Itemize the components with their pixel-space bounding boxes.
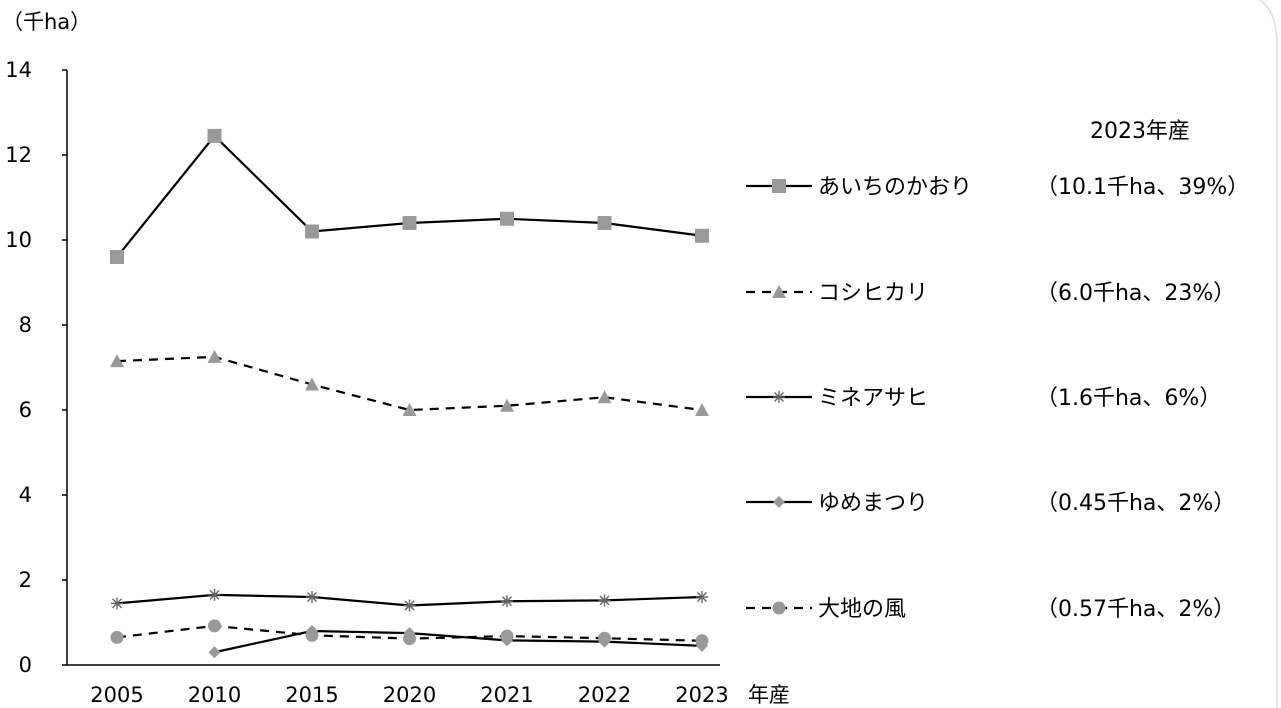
y-tick-label: 8 [19,313,32,337]
x-tick-label: 2022 [578,683,631,707]
data-point [305,224,319,239]
series-layer [110,128,709,659]
legend-label: コシヒカリ [818,281,928,306]
data-point [500,398,514,412]
data-point [695,228,709,243]
axes: 0 2 4 6 8 10 12 14 （千ha） 2005 2010 2015 2020 2021 2022… [2,10,790,707]
data-point [306,591,318,603]
data-point [501,595,513,608]
y-tick-label: 14 [5,58,32,82]
y-tick-label: 6 [19,398,32,422]
y-tick-label: 10 [5,228,32,252]
series-line [214,629,703,654]
series-line [116,355,703,412]
y-tick-label: 2 [19,568,32,592]
legend-header: 2023年産 [1090,119,1190,144]
data-point [208,646,221,659]
x-tick-label: 2021 [480,683,533,707]
data-point [208,588,221,601]
data-point [111,597,123,610]
legend-item: あいちのかおり （10.1千ha、39%） [746,175,1249,200]
data-point [208,619,221,633]
y-tick-label: 12 [5,143,32,167]
y-tick-label: 4 [19,483,32,507]
legend-note: （0.57千ha、2%） [1036,597,1235,622]
data-point [403,599,416,612]
legend-marker [772,285,786,298]
x-tick-label: 2005 [90,683,143,707]
legend-label: 大地の風 [818,597,906,622]
data-point [696,591,708,603]
legend-marker [772,179,786,193]
legend-marker [773,496,785,508]
data-point [110,630,124,644]
legend-note: （1.6千ha、6%） [1036,386,1221,411]
series-line [116,134,703,258]
data-point [402,216,417,230]
legend-marker [772,601,786,615]
x-unit-label: 年産 [748,683,790,707]
legend-label: ミネアサヒ [818,386,928,411]
legend-label: あいちのかおり [818,175,972,200]
data-point [305,628,319,642]
data-point [402,403,417,416]
x-tick-label: 2015 [285,683,338,707]
data-point [500,629,514,643]
legend-label: ゆめまつり [818,491,928,516]
data-point [110,354,124,368]
frame-corner-decoration [1258,0,1278,708]
legend-item: コシヒカリ （6.0千ha、23%） [746,281,1235,306]
legend-item: ゆめまつり （0.45千ha、2%） [746,491,1235,516]
data-point [207,128,222,143]
data-point [598,631,611,645]
y-unit-label: （千ha） [2,10,91,34]
series-1 [110,349,709,416]
data-point [598,594,611,607]
x-tick-label: 2010 [188,683,241,707]
legend-marker [773,391,785,403]
series-3 [208,625,708,659]
data-point [500,211,514,226]
legend-item: ミネアサヒ （1.6千ha、6%） [746,386,1221,411]
series-4 [110,619,709,648]
legend-item: 大地の風 （0.57千ha、2%） [746,597,1235,622]
y-tick-label: 0 [19,653,32,677]
data-point [695,403,709,416]
x-tick-label: 2020 [383,683,436,707]
data-point [403,632,416,646]
data-point [695,634,709,648]
data-point [207,349,222,363]
data-point [597,216,612,230]
legend-note: （6.0千ha、23%） [1036,281,1235,306]
data-point [305,377,319,391]
data-point [110,250,124,264]
legend-note: （10.1千ha、39%） [1036,175,1249,200]
legend-note: （0.45千ha、2%） [1036,491,1235,516]
data-point [597,390,612,404]
x-tick-label: 2023 [675,683,728,707]
series-2 [111,588,708,612]
series-0 [110,128,709,264]
